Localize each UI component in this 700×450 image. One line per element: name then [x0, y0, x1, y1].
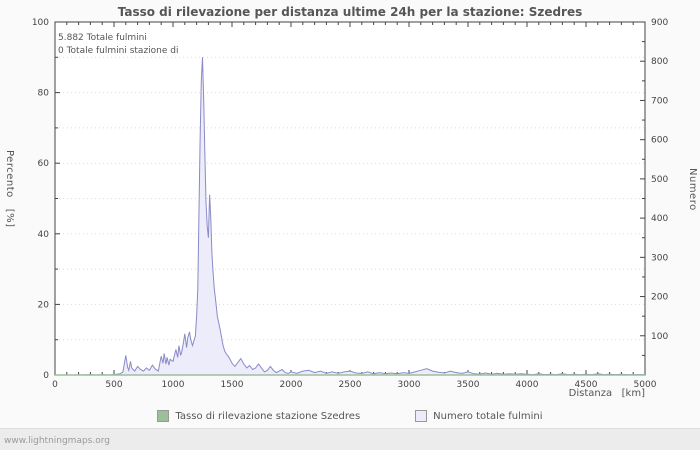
- svg-text:700: 700: [651, 96, 668, 106]
- svg-text:100: 100: [651, 332, 668, 342]
- legend-item-total-strikes: Numero totale fulmini: [415, 410, 543, 422]
- svg-text:60: 60: [38, 159, 50, 169]
- watermark-link[interactable]: www.lightningmaps.org: [4, 436, 110, 446]
- y-axis-label-right: Numero: [687, 168, 698, 211]
- svg-text:1000: 1000: [162, 380, 185, 390]
- annotation-station-strikes: 0 Totale fulmini stazione di: [58, 46, 179, 56]
- footer-strip: [0, 428, 700, 450]
- legend-item-detection-rate: Tasso di rilevazione stazione Szedres: [157, 410, 360, 422]
- svg-text:2500: 2500: [339, 380, 362, 390]
- legend: Tasso di rilevazione stazione Szedres Nu…: [0, 410, 700, 422]
- svg-text:5000: 5000: [634, 380, 657, 390]
- svg-text:0: 0: [52, 380, 58, 390]
- detection-rate-swatch: [157, 410, 170, 422]
- total-strikes-swatch: [415, 410, 428, 422]
- svg-text:500: 500: [105, 380, 122, 390]
- svg-text:200: 200: [651, 293, 668, 303]
- svg-text:0: 0: [43, 371, 49, 381]
- chart-title: Tasso di rilevazione per distanza ultime…: [117, 5, 583, 19]
- legend-label-total-strikes: Numero totale fulmini: [433, 410, 543, 422]
- svg-text:500: 500: [651, 175, 668, 185]
- svg-text:20: 20: [38, 300, 50, 310]
- svg-text:3000: 3000: [398, 380, 421, 390]
- legend-label-detection-rate: Tasso di rilevazione stazione Szedres: [175, 410, 361, 422]
- svg-text:80: 80: [38, 89, 50, 99]
- y-axis-label-left: Percento [%]: [4, 150, 15, 228]
- x-axis-label: Distanza [km]: [568, 388, 645, 399]
- svg-text:4500: 4500: [575, 380, 598, 390]
- svg-text:100: 100: [32, 18, 49, 28]
- svg-text:3500: 3500: [457, 380, 480, 390]
- svg-text:600: 600: [651, 136, 668, 146]
- svg-text:400: 400: [651, 214, 668, 224]
- svg-text:4000: 4000: [516, 380, 539, 390]
- svg-text:1500: 1500: [221, 380, 244, 390]
- svg-text:40: 40: [38, 230, 50, 240]
- annotation-total-strikes: 5.882 Totale fulmini: [58, 33, 147, 43]
- svg-text:800: 800: [651, 57, 668, 67]
- svg-text:300: 300: [651, 253, 668, 263]
- svg-text:2000: 2000: [280, 380, 303, 390]
- svg-text:900: 900: [651, 18, 668, 28]
